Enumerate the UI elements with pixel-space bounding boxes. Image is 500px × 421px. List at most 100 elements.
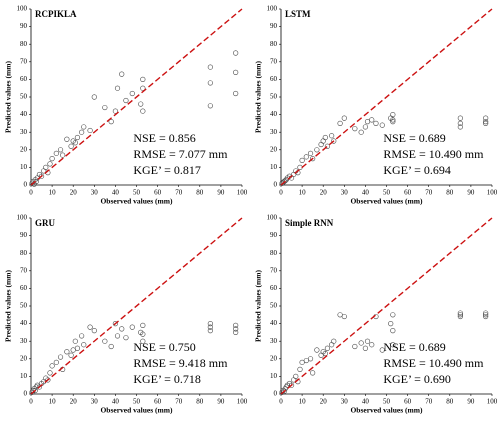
y-axis-label: Predicted values (mm): [254, 270, 263, 342]
y-tick-label: 100: [17, 214, 28, 222]
x-tick-label: 100: [487, 398, 498, 406]
data-point: [140, 85, 146, 91]
data-point: [390, 117, 396, 123]
data-point: [60, 152, 66, 158]
y-tick-label: 10: [270, 163, 278, 171]
y-tick-label: 50: [270, 93, 278, 101]
y-tick-label: 10: [270, 372, 278, 380]
x-tick-label: 50: [133, 189, 141, 197]
x-tick-label: 100: [237, 189, 248, 197]
data-point: [207, 64, 213, 70]
data-point: [119, 326, 125, 332]
data-point: [207, 103, 213, 109]
y-tick-label: 80: [20, 249, 28, 257]
x-tick-label: 100: [237, 398, 248, 406]
x-tick-label: 0: [29, 398, 33, 406]
y-tick-label: 50: [270, 302, 278, 310]
y-tick-label: 80: [270, 40, 278, 48]
x-tick-label: 60: [154, 398, 162, 406]
data-point: [108, 343, 114, 350]
x-tick-label: 40: [362, 189, 370, 197]
data-point: [53, 150, 59, 156]
x-tick-label: 30: [341, 398, 349, 406]
data-point: [102, 338, 108, 344]
data-point: [358, 129, 364, 135]
data-point: [314, 347, 320, 353]
y-tick-label: 40: [270, 110, 278, 118]
data-point: [390, 342, 396, 348]
data-point: [288, 382, 295, 388]
y-tick-label: 90: [270, 22, 278, 30]
data-point: [320, 138, 326, 144]
data-point: [43, 164, 49, 170]
y-tick-label: 60: [20, 75, 28, 83]
x-tick-label: 60: [404, 398, 412, 406]
x-axis-label: Observed values (mm): [100, 197, 173, 206]
y-tick-label: 40: [270, 319, 278, 327]
data-point: [119, 71, 125, 77]
y-tick-label: 60: [270, 75, 278, 83]
y-tick-label: 70: [20, 57, 28, 65]
data-point: [331, 338, 337, 344]
data-point: [87, 324, 93, 330]
data-point: [324, 345, 331, 351]
x-tick-label: 40: [112, 398, 120, 406]
data-point: [140, 322, 146, 328]
data-point: [129, 90, 135, 97]
x-tick-label: 0: [279, 189, 283, 197]
y-tick-label: 60: [270, 284, 278, 292]
data-point: [457, 120, 463, 126]
data-point: [81, 342, 87, 348]
annotation: NSE = 0.856: [133, 131, 195, 145]
y-tick-label: 30: [20, 128, 28, 136]
data-point: [457, 312, 463, 318]
data-point: [390, 111, 396, 118]
data-point: [457, 313, 463, 320]
y-axis-label: Predicted values (mm): [4, 61, 13, 133]
data-point: [45, 377, 51, 383]
panel-title: RCPIKLA: [35, 9, 77, 19]
data-point: [329, 342, 335, 348]
data-point: [303, 154, 309, 160]
data-point: [38, 173, 45, 179]
x-tick-label: 0: [29, 189, 33, 197]
data-point: [91, 328, 97, 334]
x-tick-label: 20: [320, 189, 328, 197]
data-point: [64, 136, 70, 142]
data-point: [140, 108, 146, 114]
y-tick-label: 30: [270, 128, 278, 136]
data-point: [483, 119, 489, 125]
data-point: [74, 134, 81, 141]
data-point: [324, 143, 331, 149]
reference-line: [280, 8, 493, 186]
x-tick-label: 60: [404, 189, 412, 197]
data-point: [364, 338, 371, 344]
data-point: [307, 356, 314, 362]
data-point: [233, 69, 239, 75]
annotation: RMSE = 9.418 mm: [133, 356, 228, 370]
data-point: [337, 312, 343, 318]
y-tick-label: 10: [20, 163, 28, 171]
data-point: [87, 127, 93, 134]
data-point: [47, 370, 53, 376]
data-point: [299, 359, 305, 365]
data-point: [79, 333, 85, 339]
x-tick-label: 10: [299, 189, 307, 197]
data-point: [352, 126, 358, 132]
x-tick-label: 20: [70, 189, 78, 197]
x-tick-label: 90: [467, 398, 475, 406]
data-point: [72, 338, 78, 344]
data-point: [358, 340, 364, 346]
data-point: [307, 150, 314, 156]
data-point: [33, 178, 39, 185]
data-point: [64, 349, 70, 355]
y-axis-label: Predicted values (mm): [4, 270, 13, 342]
data-point: [138, 101, 144, 107]
y-tick-label: 80: [20, 40, 28, 48]
data-point: [457, 115, 463, 121]
x-tick-label: 70: [175, 398, 183, 406]
annotation: KGE’ = 0.718: [133, 372, 201, 386]
annotation: RMSE = 10.490 mm: [383, 147, 484, 161]
data-point: [49, 156, 55, 162]
